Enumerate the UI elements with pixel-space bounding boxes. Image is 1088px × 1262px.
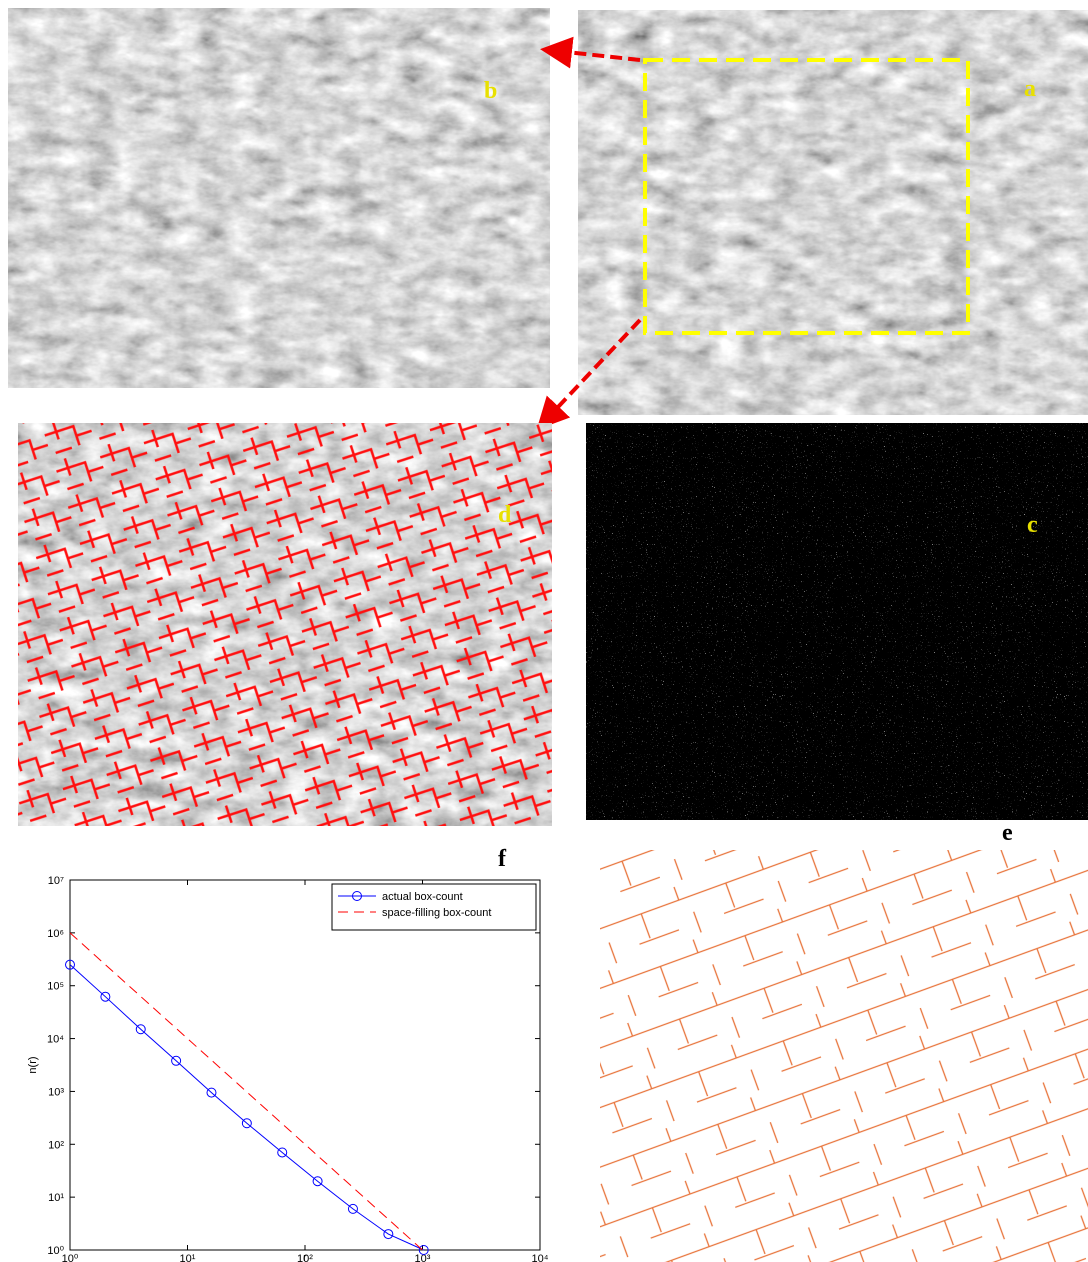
legend: actual box-count space-filling box-count xyxy=(332,884,536,930)
y-tick-label: 10⁴ xyxy=(47,1034,64,1046)
x-axis-label: r xyxy=(303,1252,307,1262)
panel-label: f xyxy=(498,846,507,872)
x-tick-label: 10⁰ xyxy=(62,1253,79,1262)
panel-label: c xyxy=(1027,512,1038,538)
panel-label: d xyxy=(498,502,512,528)
figure: b a d c e 10⁰10¹10²10³10⁴10⁰10¹10²10³10⁴… xyxy=(0,0,1088,1262)
fracture-trace-map xyxy=(600,850,1088,1262)
y-axis-label: n(r) xyxy=(27,1056,39,1073)
x-tick-label: 10¹ xyxy=(180,1253,196,1262)
y-tick-label: 10⁰ xyxy=(47,1245,64,1257)
panel-label: e xyxy=(1002,820,1013,846)
plot-area xyxy=(70,880,540,1250)
legend-label: actual box-count xyxy=(382,891,463,903)
y-tick-label: 10⁵ xyxy=(47,981,64,993)
panel-label: b xyxy=(484,78,497,104)
y-tick-label: 10¹ xyxy=(48,1192,64,1204)
photo-a xyxy=(578,10,1088,415)
y-tick-label: 10² xyxy=(48,1139,64,1151)
page: b a d c e 10⁰10¹10²10³10⁴10⁰10¹10²10³10⁴… xyxy=(0,0,1088,1262)
legend-label: space-filling box-count xyxy=(382,907,491,919)
y-tick-label: 10⁶ xyxy=(47,928,64,940)
fracture-overlay xyxy=(18,423,552,826)
x-tick-label: 10⁴ xyxy=(532,1253,549,1262)
edge-pixels xyxy=(586,423,1088,820)
y-tick-label: 10⁷ xyxy=(48,875,64,887)
photo-b xyxy=(8,8,550,388)
panel-label: a xyxy=(1024,76,1036,102)
y-tick-label: 10³ xyxy=(48,1086,64,1098)
